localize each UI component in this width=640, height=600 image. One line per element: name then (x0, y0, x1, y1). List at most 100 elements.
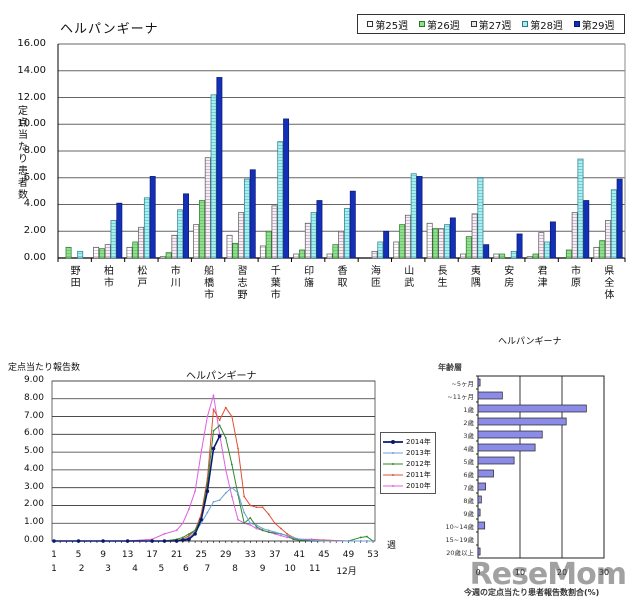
bar (416, 176, 423, 259)
bar (571, 212, 578, 259)
bar (549, 221, 556, 259)
bar (116, 202, 123, 259)
bar (465, 236, 472, 259)
bar (410, 173, 417, 259)
legend-label: 第27週 (478, 20, 512, 32)
age-bar (477, 521, 486, 530)
bar (449, 217, 456, 259)
xtick-month: 7 (204, 564, 211, 574)
age-chart-title: ヘルパンギーナ (498, 337, 562, 347)
age-category-label: 4歳 (463, 444, 474, 453)
bar (438, 228, 445, 259)
x-category-label: 安房 (504, 266, 515, 289)
bar (143, 197, 150, 259)
bar (338, 230, 345, 259)
ytick: 0.00 (23, 535, 44, 545)
bar (304, 222, 311, 259)
bar (377, 241, 384, 259)
ytick: 2.00 (23, 499, 44, 510)
x-category-label: 柏市 (104, 266, 115, 289)
age-chart-xlabel: 今週の定点当たり患者報告数割合(%) (464, 588, 600, 597)
xtick-week: 53 (367, 550, 379, 560)
age-category-label: 15~19歳 (445, 535, 475, 544)
x-category-label: 山武 (404, 266, 415, 289)
bar (271, 205, 278, 259)
xtick-month: 2 (78, 564, 85, 574)
legend-swatch-icon (522, 21, 529, 27)
x-category-label: 海匝 (370, 266, 381, 289)
bar (110, 220, 117, 259)
ytick: 10.00 (17, 118, 46, 129)
legend-label: 第29週 (581, 20, 615, 32)
x-category-label: 市原 (570, 266, 581, 289)
age-category-label: 7歳 (463, 483, 474, 492)
bar (593, 246, 600, 259)
bar (77, 250, 84, 259)
bar (460, 253, 466, 259)
series-line (54, 406, 373, 542)
line-chart-title: ヘルパンギーナ (186, 371, 257, 382)
line-chart-ylabel: 定点当たり報告数 (8, 363, 81, 373)
legend-label: 第28週 (530, 20, 563, 32)
age-bar (477, 443, 536, 452)
x-category-label: 県全体 (604, 266, 615, 301)
legend-label: 2010年 (406, 481, 431, 490)
legend-line-icon (383, 484, 403, 487)
x-category-label: 君津 (537, 266, 548, 289)
x-category-label: 香取 (337, 266, 348, 289)
age-chart-plot (476, 375, 605, 559)
legend-line-icon (383, 473, 403, 476)
ytick: 5.00 (23, 446, 44, 457)
bar (243, 178, 250, 259)
bar (138, 226, 145, 259)
bar (165, 252, 172, 259)
age-bar (477, 547, 481, 556)
xtick-month: 8 (232, 564, 238, 574)
legend-item-week28: 第28週 (522, 17, 563, 32)
legend-item-week29: 第29週 (573, 17, 615, 32)
legend-label: 2011年 (406, 470, 431, 479)
bar (610, 189, 617, 259)
x-category-label: 松戸 (137, 266, 148, 289)
line-chart-week-unit: 週 (387, 541, 397, 551)
bar (616, 178, 623, 259)
bar (149, 176, 156, 259)
age-chart-ylabel: 年齢層 (438, 363, 462, 372)
bar (344, 208, 350, 259)
bar (132, 241, 139, 259)
series-line (54, 395, 373, 542)
bar (483, 244, 490, 259)
legend-line-icon (383, 451, 403, 454)
xtick-week: 37 (269, 550, 281, 560)
bar (238, 212, 245, 259)
bar (371, 250, 378, 259)
xtick-month: 9 (259, 564, 266, 574)
xtick-week: 29 (220, 550, 232, 560)
bar (432, 228, 439, 259)
bar (583, 200, 590, 259)
bar (65, 246, 72, 259)
bar (126, 246, 133, 259)
legend-swatch-icon (470, 21, 477, 27)
bar (283, 118, 290, 259)
bar (232, 242, 239, 259)
age-bar (477, 469, 494, 478)
ytick: 3.00 (23, 481, 44, 492)
ytick: 12.00 (17, 92, 46, 103)
age-bar (477, 508, 481, 517)
age-category-label: 20歳以上 (446, 548, 474, 557)
age-category-label: ~5ヶ月 (451, 379, 474, 388)
x-category-label: 長生 (437, 266, 448, 289)
legend-item: 2011年 (383, 469, 433, 480)
bar (532, 253, 539, 259)
ytick: 8.00 (23, 392, 44, 403)
xtick-week: 1 (51, 550, 57, 560)
x-category-label: 船橋市 (204, 266, 215, 301)
bar (605, 220, 611, 259)
legend-item-week25: 第25週 (367, 17, 408, 32)
xtick-month: 3 (105, 564, 111, 574)
bar (499, 253, 506, 259)
series-line (54, 487, 373, 542)
bar (471, 213, 478, 259)
ytick: 16.00 (17, 38, 46, 49)
